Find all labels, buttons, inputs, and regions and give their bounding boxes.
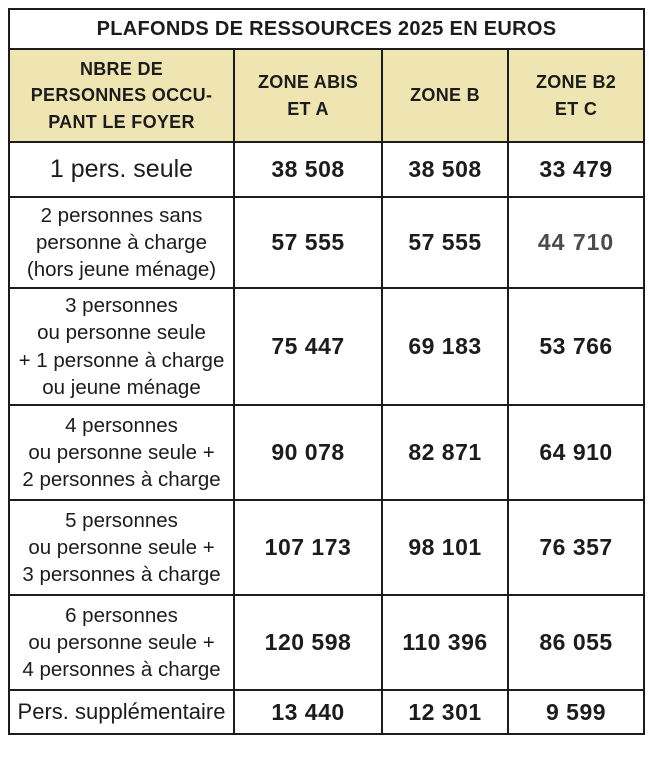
header-zone-b2-c: ZONE B2 ET C: [506, 48, 646, 143]
table-row: 3 personnes ou personne seule + 1 person…: [8, 287, 646, 406]
row-label: 5 personnes ou personne seule + 3 person…: [8, 499, 235, 596]
table-row: 4 personnes ou personne seule + 2 person…: [8, 404, 646, 501]
value-zone-abis-a: 120 598: [233, 594, 383, 691]
header-row: NBRE DE PERSONNES OCCU- PANT LE FOYER ZO…: [8, 48, 646, 143]
table-title: PLAFONDS DE RESSOURCES 2025 EN EUROS: [7, 8, 646, 50]
value-zone-abis-a: 107 173: [233, 499, 383, 596]
value-zone-b2-c: 53 766: [506, 287, 646, 406]
table-row: 5 personnes ou personne seule + 3 person…: [8, 499, 646, 596]
table-row: 1 pers. seule 38 508 38 508 33 479: [8, 141, 646, 198]
value-zone-b: 69 183: [381, 287, 509, 406]
value-zone-b2-c: 9 599: [506, 689, 646, 735]
value-zone-abis-a: 90 078: [233, 404, 383, 501]
row-label: 6 personnes ou personne seule + 4 person…: [8, 594, 235, 691]
table-row: Pers. supplémentaire 13 440 12 301 9 599: [8, 689, 646, 735]
value-zone-b2-c: 44 710: [506, 196, 646, 289]
table-row: 2 personnes sans personne à charge (hors…: [8, 196, 646, 289]
value-zone-b: 38 508: [381, 141, 509, 198]
value-zone-b: 12 301: [381, 689, 509, 735]
value-zone-b2-c: 86 055: [506, 594, 646, 691]
value-zone-abis-a: 13 440: [233, 689, 383, 735]
row-label: 1 pers. seule: [8, 141, 235, 198]
value-zone-abis-a: 57 555: [233, 196, 383, 289]
value-zone-abis-a: 75 447: [233, 287, 383, 406]
row-label: Pers. supplémentaire: [8, 689, 235, 735]
value-zone-b2-c: 33 479: [506, 141, 646, 198]
value-zone-b2-c: 76 357: [506, 499, 646, 596]
row-label: 4 personnes ou personne seule + 2 person…: [8, 404, 235, 501]
value-zone-b: 82 871: [381, 404, 509, 501]
header-household: NBRE DE PERSONNES OCCU- PANT LE FOYER: [8, 48, 235, 143]
resource-ceilings-table: PLAFONDS DE RESSOURCES 2025 EN EUROS NBR…: [7, 8, 646, 735]
value-zone-b2-c: 64 910: [506, 404, 646, 501]
value-zone-b: 110 396: [381, 594, 509, 691]
value-zone-abis-a: 38 508: [233, 141, 383, 198]
header-zone-abis-a: ZONE ABIS ET A: [233, 48, 383, 143]
table-row: 6 personnes ou personne seule + 4 person…: [8, 594, 646, 691]
row-label: 2 personnes sans personne à charge (hors…: [8, 196, 235, 289]
value-zone-b: 98 101: [381, 499, 509, 596]
value-zone-b: 57 555: [381, 196, 509, 289]
header-zone-b: ZONE B: [381, 48, 509, 143]
row-label: 3 personnes ou personne seule + 1 person…: [8, 287, 235, 406]
title-row: PLAFONDS DE RESSOURCES 2025 EN EUROS: [7, 8, 646, 50]
